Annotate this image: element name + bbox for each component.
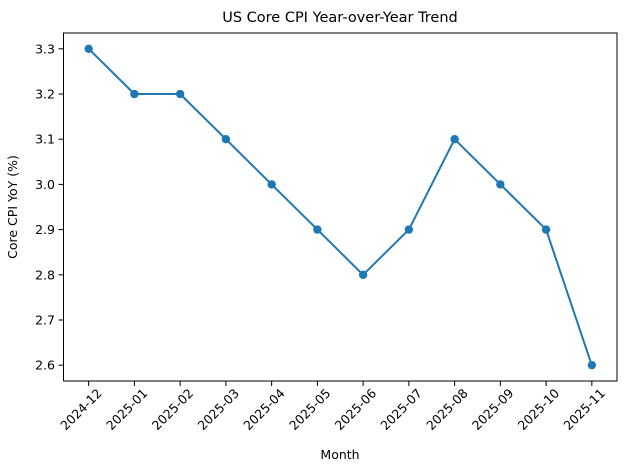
trend-line	[87, 47, 593, 367]
y-tick-label: 2.8	[35, 267, 55, 282]
x-tick-label: 2025-01	[103, 386, 151, 434]
data-point	[358, 270, 368, 279]
y-tick-label: 3.1	[35, 132, 55, 147]
y-tick-label: 2.7	[35, 312, 55, 327]
chart-content-layer: 2.62.72.82.93.03.13.23.32024-122025-0120…	[35, 41, 608, 433]
data-point	[130, 89, 139, 99]
x-tick-label: 2025-05	[286, 386, 334, 434]
data-point	[313, 225, 322, 234]
y-axis-label: Core CPI YoY (%)	[5, 155, 20, 259]
data-point	[404, 225, 414, 234]
y-tick-label: 2.9	[35, 222, 55, 237]
data-point	[84, 44, 93, 54]
x-tick-label: 2025-03	[194, 386, 242, 434]
data-point	[175, 89, 185, 99]
data-point	[221, 135, 231, 144]
y-tick-label: 3.2	[35, 87, 55, 102]
x-tick-label: 2025-07	[377, 386, 425, 434]
x-tick-label: 2025-06	[332, 385, 380, 433]
data-point	[541, 225, 551, 234]
chart-title: US Core CPI Year-over-Year Trend	[222, 10, 458, 26]
x-tick-label: 2025-04	[240, 385, 288, 433]
data-point	[496, 180, 505, 189]
x-axis-label: Month	[320, 447, 359, 462]
y-tick-label: 2.6	[35, 358, 55, 373]
x-tick-label: 2025-02	[149, 386, 197, 434]
data-point	[587, 360, 597, 370]
y-tick-label: 3.0	[35, 177, 55, 192]
plot-area-frame	[63, 32, 618, 382]
x-tick-label: 2025-09	[469, 385, 517, 433]
x-tick-label: 2025-11	[560, 386, 608, 434]
y-tick-label: 3.3	[35, 41, 55, 56]
data-point	[450, 135, 459, 144]
data-point	[267, 180, 276, 189]
x-tick-label: 2024-12	[57, 386, 105, 434]
x-tick-label: 2025-08	[423, 385, 471, 433]
x-tick-label: 2025-10	[515, 385, 563, 433]
